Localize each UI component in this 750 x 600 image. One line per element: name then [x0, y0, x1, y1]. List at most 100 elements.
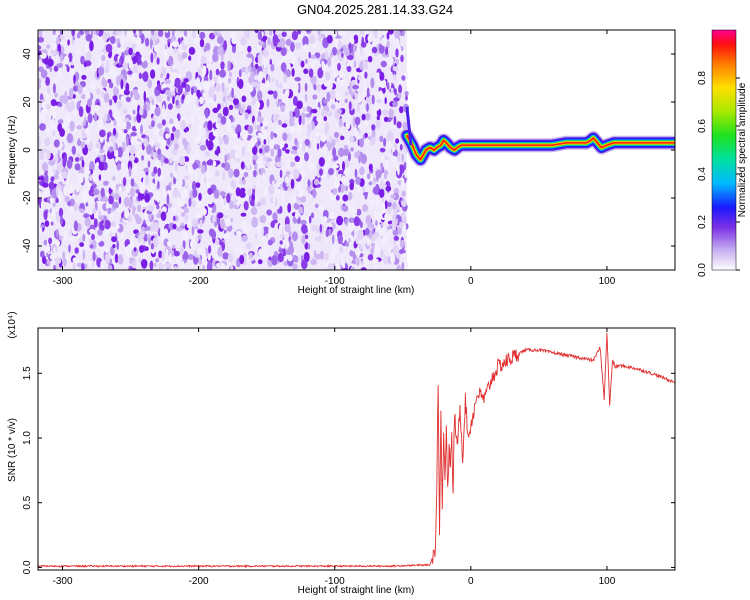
noise-speckle	[304, 234, 309, 240]
noise-speckle	[245, 66, 249, 75]
noise-speckle	[220, 115, 227, 125]
noise-speckle	[252, 155, 259, 160]
noise-speckle	[50, 124, 57, 131]
noise-speckle	[399, 239, 405, 249]
noise-speckle	[273, 90, 278, 100]
noise-speckle	[251, 81, 258, 87]
noise-speckle	[71, 30, 76, 37]
noise-speckle	[52, 83, 56, 94]
noise-speckle	[305, 58, 308, 64]
noise-speckle	[354, 116, 361, 126]
noise-speckle	[288, 230, 292, 236]
noise-speckle	[225, 118, 232, 129]
noise-speckle	[187, 253, 194, 260]
noise-speckle	[174, 265, 178, 270]
noise-speckle	[117, 43, 121, 48]
noise-speckle	[192, 30, 196, 40]
noise-speckle	[348, 217, 356, 223]
noise-speckle	[114, 253, 119, 264]
noise-speckle	[195, 97, 199, 108]
noise-speckle	[363, 255, 368, 267]
noise-speckle	[358, 129, 362, 134]
noise-speckle	[289, 123, 296, 134]
noise-speckle	[105, 203, 112, 210]
noise-speckle	[380, 60, 387, 68]
noise-speckle	[224, 96, 228, 108]
noise-speckle	[272, 194, 276, 204]
noise-speckle	[308, 162, 315, 171]
noise-speckle	[196, 89, 201, 98]
noise-speckle	[401, 30, 405, 37]
noise-speckle	[343, 144, 349, 150]
noise-speckle	[143, 219, 146, 227]
noise-speckle	[215, 68, 220, 76]
noise-speckle	[266, 209, 273, 216]
noise-speckle	[300, 219, 307, 226]
noise-speckle	[240, 161, 245, 170]
noise-speckle	[151, 248, 156, 254]
noise-speckle	[101, 54, 106, 62]
noise-speckle	[81, 74, 87, 80]
noise-speckle	[399, 144, 403, 151]
noise-speckle	[367, 173, 371, 180]
noise-speckle	[282, 132, 288, 141]
noise-speckle	[365, 215, 372, 224]
noise-speckle	[205, 132, 209, 139]
noise-speckle	[315, 132, 320, 137]
noise-speckle	[66, 65, 70, 73]
noise-speckle	[300, 112, 306, 119]
noise-speckle	[47, 58, 54, 67]
noise-speckle	[375, 169, 382, 179]
noise-speckle	[87, 135, 90, 145]
noise-speckle	[98, 148, 105, 154]
noise-speckle	[82, 249, 86, 261]
noise-speckle	[401, 190, 406, 197]
noise-speckle	[105, 43, 113, 53]
noise-speckle	[279, 169, 283, 178]
noise-speckle	[352, 116, 356, 128]
noise-speckle	[116, 163, 122, 171]
noise-speckle	[324, 252, 329, 261]
top-y-tick-label: 0	[22, 147, 33, 153]
noise-speckle	[144, 175, 149, 186]
noise-speckle	[241, 145, 246, 157]
noise-speckle	[72, 36, 76, 41]
noise-speckle	[198, 233, 202, 240]
noise-speckle	[51, 207, 55, 217]
noise-speckle	[378, 90, 384, 100]
noise-speckle	[267, 37, 272, 46]
noise-speckle	[157, 180, 160, 190]
noise-speckle	[258, 248, 265, 257]
noise-speckle	[331, 61, 336, 70]
noise-speckle	[262, 226, 270, 235]
noise-speckle	[344, 47, 350, 57]
noise-speckle	[331, 244, 339, 255]
noise-speckle	[264, 186, 269, 196]
noise-speckle	[277, 32, 283, 40]
noise-speckle	[135, 189, 140, 194]
noise-speckle	[76, 32, 81, 39]
noise-speckle	[153, 151, 156, 162]
noise-speckle	[371, 124, 376, 131]
snr-panel: -300 -200 -100 0 100 0.0 0.5 1.0 1.5 Height of …	[7, 311, 676, 596]
noise-speckle	[333, 180, 340, 189]
noise-speckle	[339, 245, 343, 254]
top-x-tick-label: 100	[599, 276, 616, 287]
noise-speckle	[262, 243, 267, 250]
noise-speckle	[328, 168, 334, 176]
noise-speckle	[247, 125, 254, 134]
noise-speckle	[184, 175, 190, 180]
noise-speckle	[385, 185, 392, 192]
noise-speckle	[56, 228, 59, 238]
noise-speckle	[271, 254, 278, 266]
noise-speckle	[83, 263, 88, 269]
noise-speckle	[120, 79, 124, 90]
noise-speckle	[274, 126, 282, 136]
noise-speckle	[127, 243, 134, 251]
noise-speckle	[184, 59, 190, 65]
noise-speckle	[388, 108, 394, 118]
noise-speckle	[69, 120, 75, 132]
noise-speckle	[135, 122, 142, 131]
noise-speckle	[109, 146, 114, 153]
noise-speckle	[135, 36, 142, 46]
